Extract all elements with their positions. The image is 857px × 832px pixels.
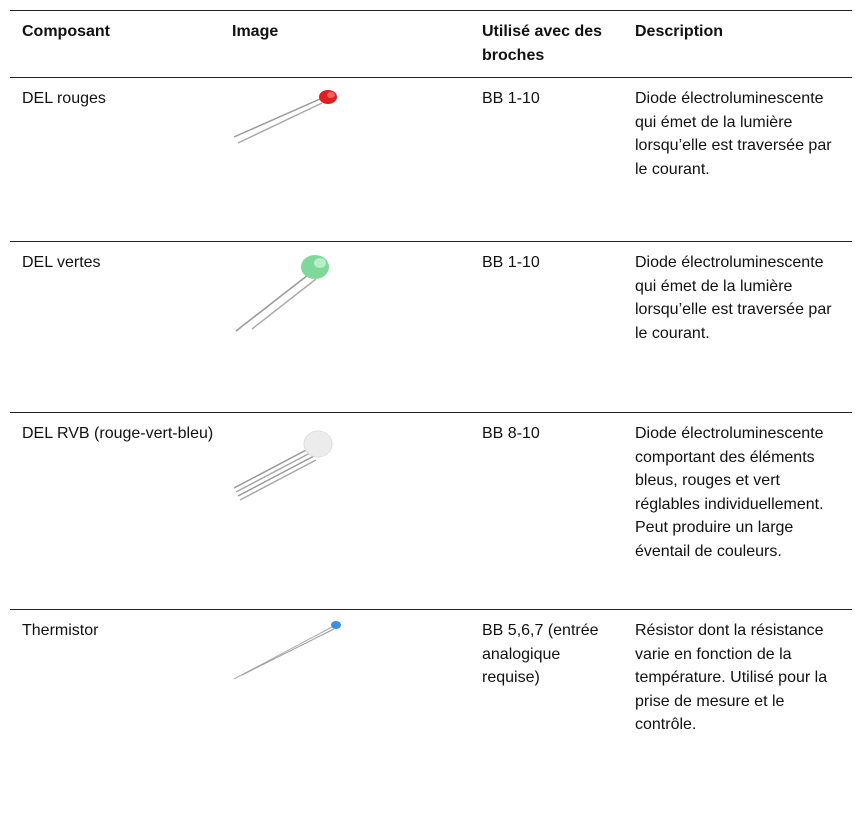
header-cell: Utilisé avec des broches: [470, 10, 623, 78]
red-led-image: [233, 90, 337, 144]
pins: BB 1-10: [470, 77, 623, 242]
image: [220, 77, 470, 242]
description: Diode électroluminescente qui émet de la…: [623, 241, 852, 413]
thermistor-image: [233, 621, 341, 680]
component: DEL RVB (rouge-vert-bleu): [10, 412, 220, 610]
description: Diode électroluminescente qui émet de la…: [623, 77, 852, 242]
row: DEL vertes BB 1-10 Diode électroluminesc…: [10, 241, 852, 413]
header-cell: Description: [623, 10, 852, 78]
header-cell: Image: [220, 10, 470, 78]
image: [220, 610, 470, 824]
component: DEL vertes: [10, 241, 220, 413]
image: [220, 412, 470, 610]
pins: BB 1-10: [470, 241, 623, 413]
description: Résistor dont la résistance varie en fon…: [635, 622, 828, 733]
component: Thermistor: [22, 622, 99, 639]
row: DEL RVB (rouge-vert-bleu) BB 8-10 Diode …: [10, 412, 852, 610]
rgb-led-image: [233, 430, 333, 501]
component-table: Composant Image Utilisé avec des broches…: [10, 10, 852, 824]
pins: BB 5,6,7 (entrée analogique requise): [482, 622, 599, 686]
description: Diode électroluminescente comportant des…: [623, 412, 852, 610]
component: DEL rouges: [10, 77, 220, 242]
row: Thermistor BB 5,6,7 (entrée analogique r…: [10, 610, 852, 824]
row: DEL rouges BB 1-10 Diode électroluminesc…: [10, 77, 852, 242]
pins: BB 8-10: [470, 412, 623, 610]
image: [220, 241, 470, 413]
header-row: Composant Image Utilisé avec des broches…: [10, 10, 852, 78]
green-led-image: [235, 255, 329, 332]
header-cell: Composant: [10, 10, 220, 78]
